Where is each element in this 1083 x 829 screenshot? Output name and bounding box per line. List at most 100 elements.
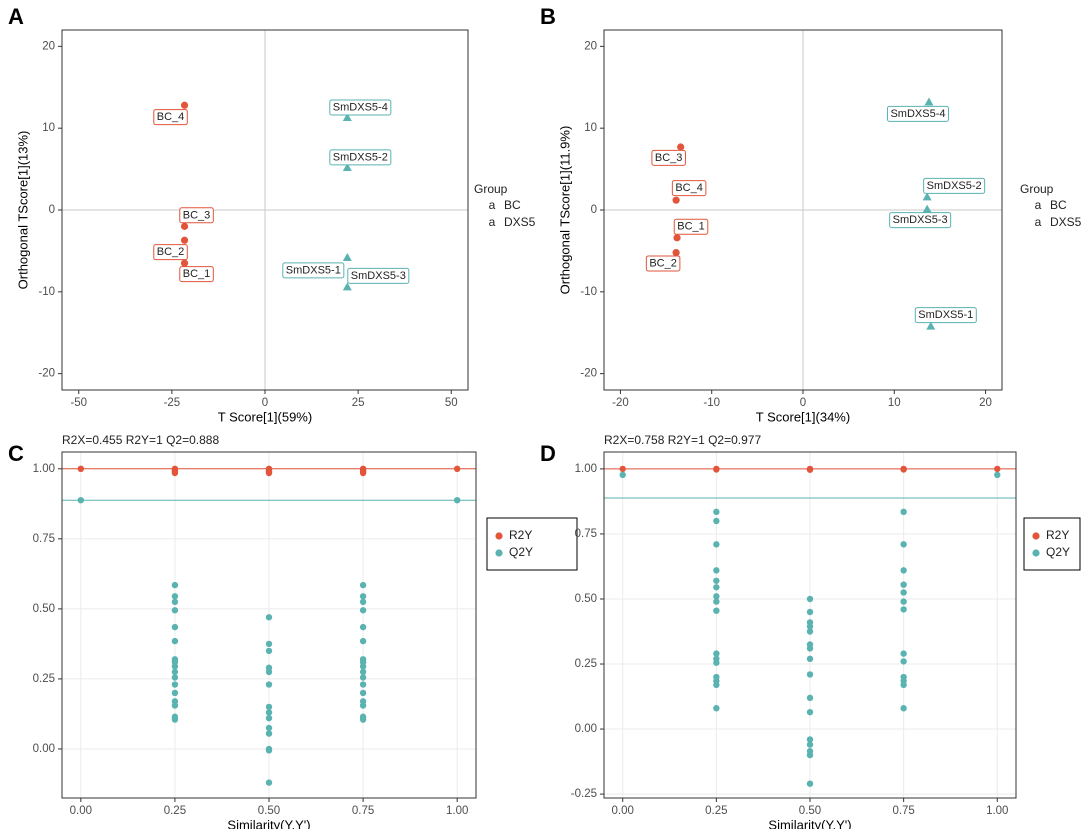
label-text: BC_1	[183, 268, 211, 280]
point	[806, 671, 814, 678]
label-box	[329, 149, 392, 166]
point	[171, 637, 179, 645]
point	[342, 162, 352, 171]
x-tick-label: 50	[445, 397, 458, 409]
y-tick-label: -20	[580, 368, 597, 380]
point	[265, 469, 273, 477]
point	[900, 606, 907, 613]
point	[359, 674, 367, 681]
point-label: SmDXS5-1	[914, 307, 977, 324]
x-tick-label: 0.50	[799, 805, 821, 817]
label-text: BC_3	[655, 152, 683, 164]
point	[265, 730, 273, 737]
point	[900, 466, 907, 473]
legend-box	[1023, 517, 1081, 571]
point	[171, 581, 179, 589]
point	[171, 674, 179, 681]
point	[806, 741, 814, 748]
y-tick-label: 0.25	[575, 658, 597, 670]
point-label: BC_2	[153, 244, 188, 261]
point	[806, 694, 814, 702]
legend-label: R2Y	[1046, 528, 1069, 542]
point	[924, 97, 934, 106]
panel-letter: B	[540, 4, 556, 29]
point	[900, 581, 907, 588]
point-label: BC_4	[671, 180, 707, 197]
point	[453, 496, 461, 504]
point	[265, 703, 273, 711]
point	[619, 465, 626, 473]
label-box	[651, 149, 686, 166]
x-tick-label: 0	[800, 397, 806, 409]
point	[672, 248, 680, 257]
x-tick-label: 0.75	[352, 805, 374, 817]
x-tick-label: 0.50	[258, 805, 280, 817]
point	[265, 614, 273, 621]
point	[171, 681, 179, 688]
label-text: BC_4	[675, 182, 703, 194]
point	[359, 668, 367, 676]
point	[265, 714, 273, 722]
legend-title: Group	[474, 182, 508, 196]
label-text: BC_3	[183, 209, 211, 221]
point	[77, 465, 85, 473]
point	[713, 705, 720, 712]
y-tick-label: 10	[42, 122, 55, 134]
point	[806, 623, 814, 630]
point	[359, 702, 367, 709]
point	[359, 598, 367, 606]
y-tick-label: 0.75	[33, 533, 55, 545]
point	[713, 681, 720, 689]
label-box	[179, 266, 214, 283]
label-text: BC_2	[157, 246, 185, 258]
legend-key: a	[1035, 215, 1042, 229]
point	[265, 640, 273, 648]
legend-key	[495, 532, 503, 540]
point	[713, 659, 720, 666]
panel-letter: C	[8, 441, 24, 466]
label-text: SmDXS5-4	[890, 108, 945, 120]
y-tick-label: 0	[49, 204, 55, 216]
x-tick-label: 0.00	[612, 805, 634, 817]
point	[619, 471, 626, 479]
legend-key: a	[489, 198, 496, 212]
point-label: BC_4	[153, 109, 188, 126]
point	[806, 780, 814, 787]
point-label: SmDXS5-2	[329, 149, 392, 166]
plot-border	[61, 29, 469, 391]
label-text: SmDXS5-4	[333, 101, 388, 113]
point	[713, 567, 720, 574]
point	[171, 593, 179, 600]
point	[265, 709, 273, 716]
point	[180, 222, 189, 230]
point	[713, 650, 720, 657]
point	[806, 751, 814, 759]
point-label: BC_2	[645, 255, 681, 272]
point	[713, 584, 720, 591]
label-text: SmDXS5-2	[927, 180, 982, 192]
point	[806, 628, 814, 635]
point	[359, 663, 367, 670]
plot-border	[61, 451, 477, 799]
y-tick-label: 0.25	[33, 673, 55, 685]
point	[359, 623, 367, 631]
label-text: BC_1	[677, 221, 705, 233]
point	[713, 541, 720, 548]
y-tick-label: 0.00	[575, 723, 597, 735]
point	[171, 668, 179, 676]
point	[713, 598, 720, 605]
point	[994, 471, 1001, 479]
point-label: SmDXS5-3	[347, 267, 410, 284]
label-box	[914, 307, 977, 324]
y-tick-label: 20	[42, 40, 55, 52]
label-text: SmDXS5-1	[286, 264, 341, 276]
x-tick-label: 1.00	[986, 805, 1008, 817]
plot-border	[603, 451, 1017, 799]
y-tick-label: -10	[580, 286, 597, 298]
y-tick-label: -10	[38, 286, 55, 298]
x-tick-label: 25	[352, 397, 365, 409]
point	[677, 143, 685, 151]
plot-border	[603, 29, 1003, 391]
point	[265, 647, 273, 655]
